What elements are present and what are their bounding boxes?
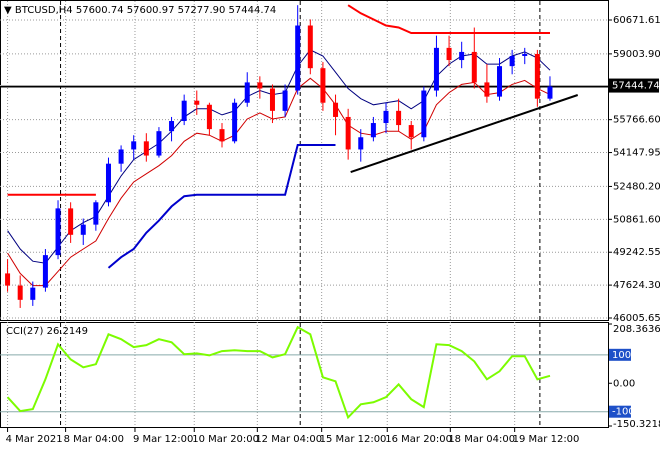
candle-body [534,53,540,99]
candle-body [459,51,465,61]
candle-body [118,149,124,164]
candle-body [547,86,553,99]
candle-body [320,68,326,103]
y-tick-label: 208.3636 [613,324,660,335]
x-tick-label: 18 Mar 04:00 [448,434,515,445]
candle-body [497,66,503,97]
y-tick-label: 49242.55 [613,247,660,258]
candle-body [282,90,288,111]
candle-body [131,141,137,150]
y-tick-label: 59003.90 [613,49,660,60]
candle-body [232,102,238,142]
level-label-box [609,405,631,418]
x-tick-label: 12 Mar 04:00 [255,434,322,445]
candle-body [143,141,149,156]
candle-body [333,102,339,117]
candle-body [80,224,86,235]
candle-body [42,255,48,288]
candle-body [408,125,414,138]
last-price-box [609,78,659,93]
candle-body [433,47,439,91]
y-tick-label: 47624.30 [613,280,660,291]
candle-body [55,208,61,256]
candle-body [219,129,225,142]
y-tick-label: 60671.61 [613,15,660,26]
candle-body [169,121,175,132]
y-tick-label: 0.00 [613,378,635,389]
y-tick-label: 46005.65 [613,313,660,324]
x-tick-label: 16 Mar 20:00 [385,434,452,445]
x-tick-label: 4 Mar 2021 [6,434,63,445]
candle-body [156,131,162,156]
candle-body [194,100,200,105]
candle-body [471,51,477,83]
y-tick-label: -150.3218 [613,419,660,430]
candle-body [269,88,275,111]
x-tick-label: 8 Mar 04:00 [64,434,124,445]
candle-body [446,47,452,61]
chart-header: ▼ BTCUSD,H4 57600.74 57600.97 57277.90 5… [4,5,276,16]
candle-body [244,82,250,103]
price-pane [0,0,609,321]
candle-body [358,137,364,150]
candle-body [509,55,515,67]
y-tick-label: 50861.60 [613,214,660,225]
candle-body [30,287,36,300]
candle-body [295,25,301,91]
candle-body [105,163,111,203]
indicator-pane [0,322,609,428]
candle-body [181,100,187,122]
y-tick-label: 54147.95 [613,148,660,159]
x-tick-label: 19 Mar 12:00 [513,434,580,445]
level-label: 100 [612,350,631,361]
trendline [350,94,579,173]
candle-body [396,110,402,126]
indicator-line [7,4,550,196]
candle-body [68,208,74,235]
candle-body [383,110,389,124]
candle-body [93,202,99,225]
y-tick-label: 52480.20 [613,181,660,192]
indicator-line [7,77,551,287]
candle-body [370,123,376,138]
candle-body [257,82,263,89]
x-tick-label: 9 Mar 12:00 [133,434,193,445]
indicator-title: CCI(27) 26.2149 [6,326,88,337]
candle-body [421,90,427,138]
last-price-label: 57444.74 [612,81,660,92]
cci-line [6,325,551,420]
indicator-line [107,144,336,269]
level-label: -100 [612,407,635,418]
y-tick-label: 55766.60 [613,115,660,126]
candle-body [5,273,11,286]
candle-body [17,285,23,300]
level-label-box [609,348,631,361]
candle-body [345,116,351,150]
x-tick-label: 15 Mar 12:00 [320,434,387,445]
candle-body [522,53,528,56]
x-tick-label: 10 Mar 20:00 [192,434,259,445]
candle-body [206,104,212,130]
candle-body [307,25,313,69]
candle-body [484,82,490,97]
